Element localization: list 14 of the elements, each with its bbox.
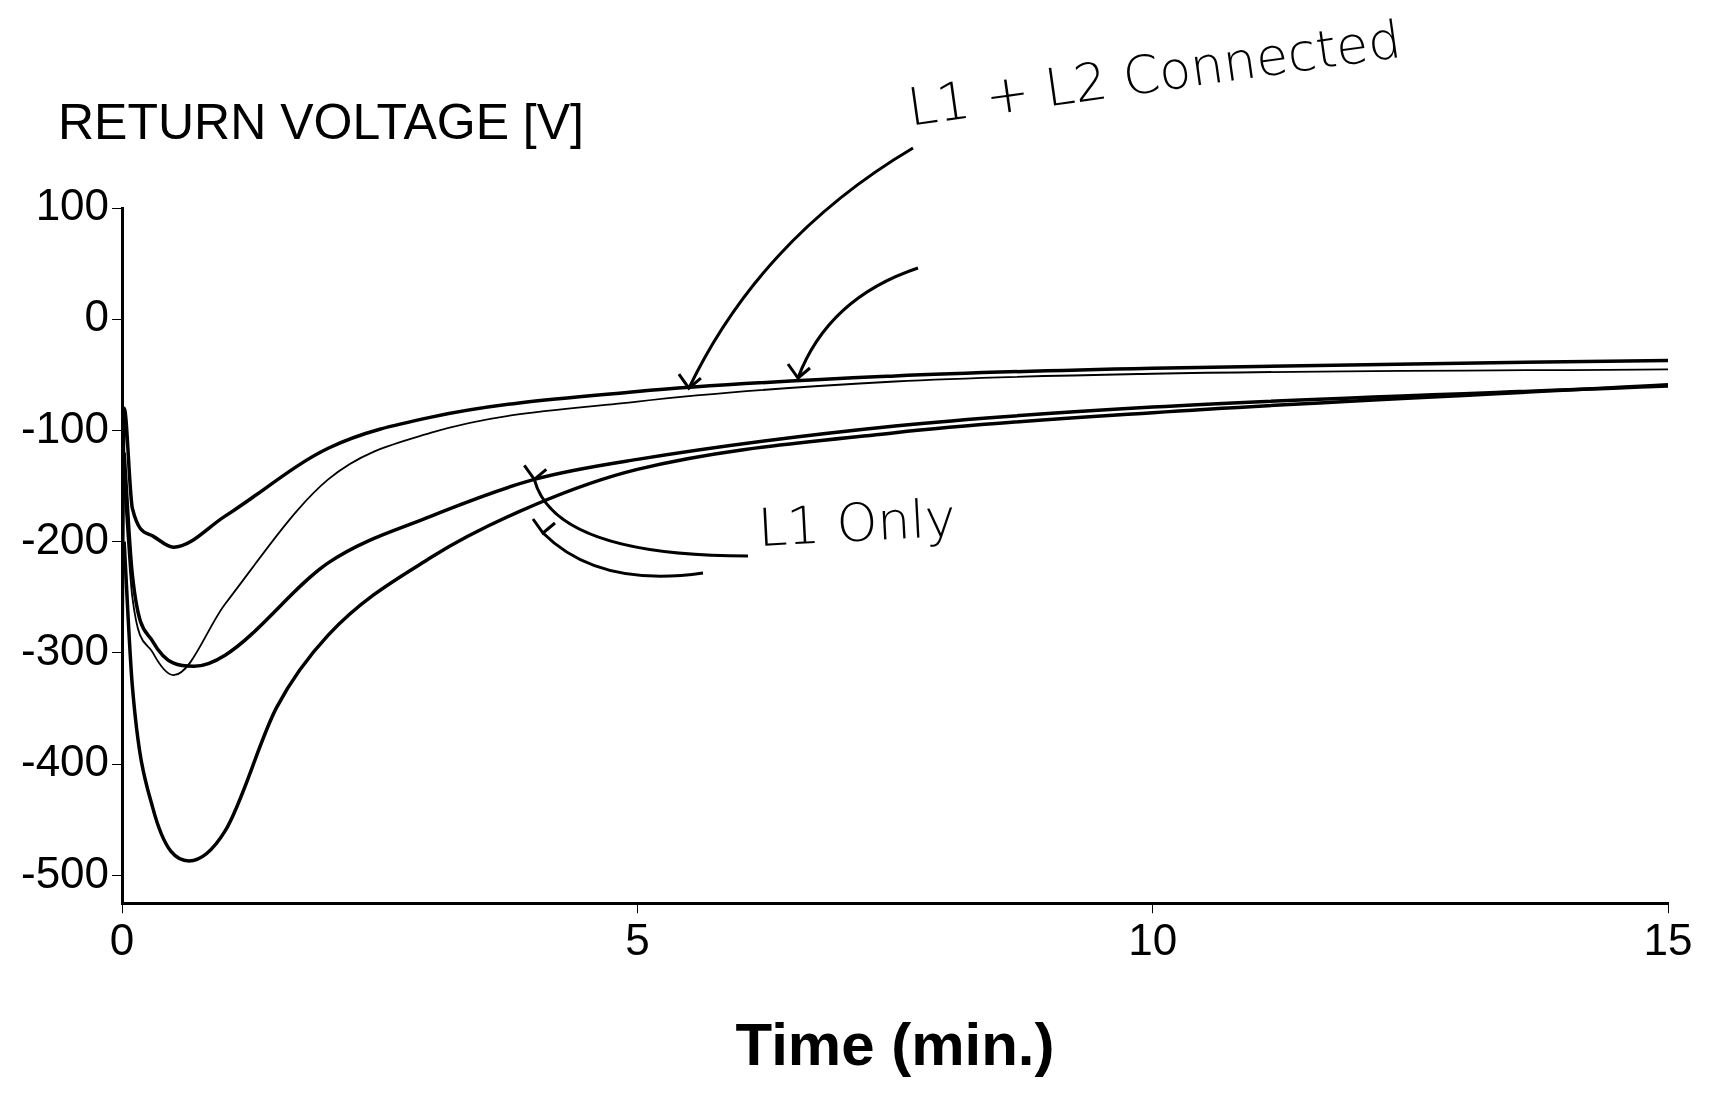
x-axis-title: Time (min.) (735, 1010, 1055, 1078)
x-tick-label: 5 (625, 914, 650, 964)
annotation: L1 Only (756, 487, 957, 558)
y-tick-label: -100 (20, 402, 110, 452)
y-tick-label: -500 (20, 847, 110, 897)
annotation: L1 + L2 Connected (903, 9, 1405, 138)
y-tick-label: -400 (20, 736, 110, 786)
y-tick-label: -200 (20, 513, 110, 563)
y-tick-label: -300 (20, 625, 110, 675)
x-tick-label: 10 (1128, 914, 1178, 964)
y-tick-label: 100 (35, 180, 110, 230)
y-tick-label: 0 (84, 291, 110, 341)
x-tick-label: 15 (1643, 914, 1693, 964)
y-axis-title: RETURN VOLTAGE [V] (58, 93, 585, 151)
